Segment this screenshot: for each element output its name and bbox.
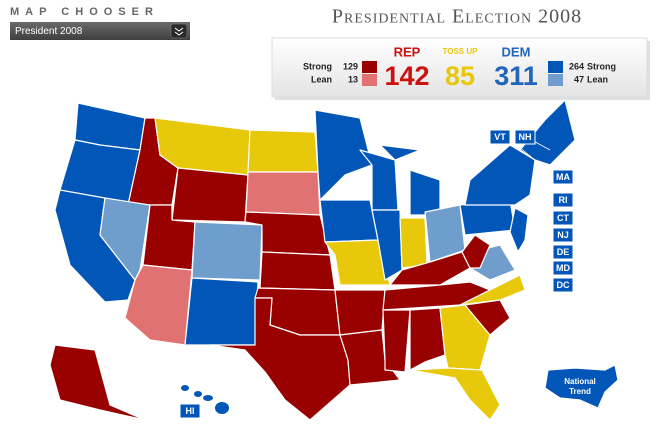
rep-lean-count: 13 [348,74,358,84]
state-label-box[interactable] [552,227,574,243]
state-label-box[interactable] [552,210,574,226]
state-label[interactable]: VT [494,132,506,142]
state-label[interactable]: RI [559,195,568,205]
page-title: Presidential Election 2008 [332,6,582,28]
dem-strong-label: Strong [587,61,616,71]
us-map: VT NH MA RI CT NJ DE MD DC HI National Trend [49,99,619,421]
tossup-label: TOSS UP [443,47,479,56]
state-label[interactable]: NJ [557,230,569,240]
dropdown-value: President 2008 [15,26,83,37]
dem-strong-count: 264 [569,61,584,71]
tossup-total: 85 [445,61,475,91]
dem-lean-label: Lean [587,74,608,84]
national-trend[interactable]: National Trend [564,377,596,396]
dem-total: 311 [494,61,538,91]
scoreboard: Strong 129 Lean 13 REP 142 TOSS UP 85 DE… [271,37,650,100]
state-label[interactable]: NH [519,132,532,142]
rep-label: REP [394,44,421,59]
state-label[interactable]: MA [556,172,570,182]
swatch [362,74,377,86]
state-label[interactable]: MD [556,263,570,273]
state-label[interactable]: CT [557,213,569,223]
rep-total: 142 [384,61,429,91]
state-label[interactable]: DE [557,247,570,257]
swatch [548,61,563,73]
state-label-box[interactable] [179,403,201,419]
state-label[interactable]: HI [186,406,195,416]
swatch [362,61,377,73]
state-label-box[interactable] [552,277,574,293]
rep-strong-label: Strong [303,61,332,71]
state-label-box[interactable] [552,192,574,208]
swatch [548,74,563,86]
rep-lean-label: Lean [311,74,332,84]
dem-lean-count: 47 [574,74,584,84]
state-label-box[interactable] [552,260,574,276]
dropdown[interactable]: President 2008 [10,22,190,40]
rep-strong-count: 129 [343,61,358,71]
state-label[interactable]: DC [557,280,570,290]
state-label-box[interactable] [552,169,574,185]
state-label-box[interactable] [514,129,536,145]
state-label-box[interactable] [489,129,511,145]
chooser-label: MAP CHOOSER [10,6,159,18]
dem-label: DEM [502,44,531,59]
state-label-box[interactable] [552,244,574,260]
